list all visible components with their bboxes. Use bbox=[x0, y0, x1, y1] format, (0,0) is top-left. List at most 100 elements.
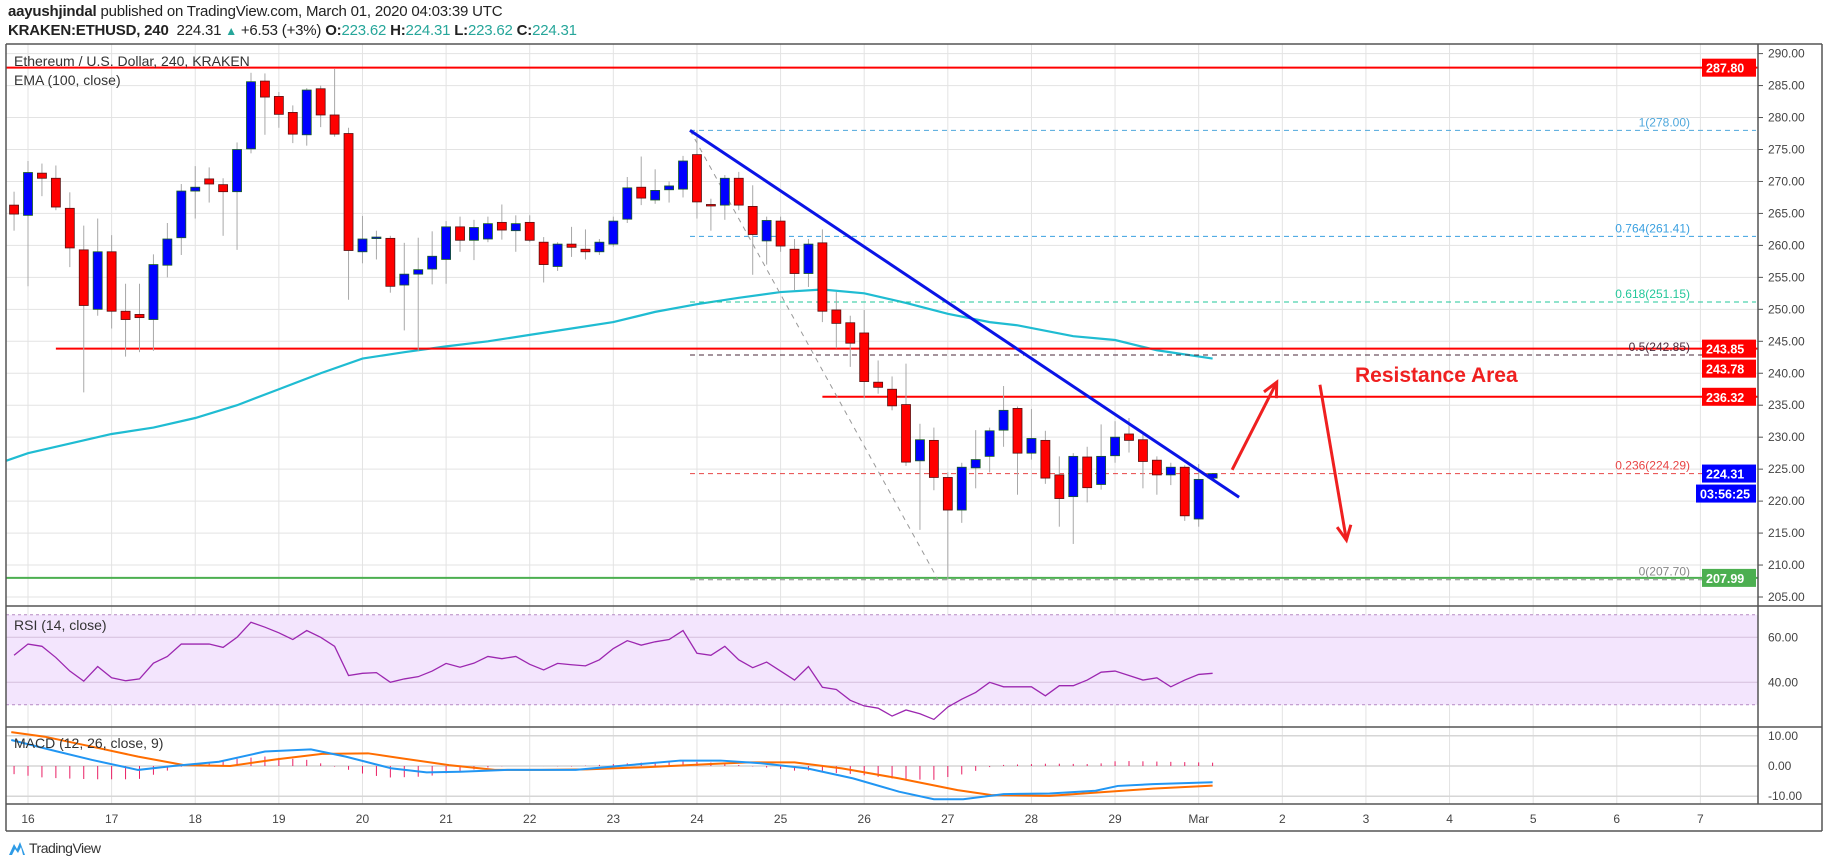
symbol-label: KRAKEN:ETHUSD, 240 bbox=[8, 22, 169, 39]
candle-up bbox=[441, 226, 452, 260]
price-badge bbox=[1702, 58, 1756, 77]
candle-up bbox=[413, 269, 424, 275]
candle-down bbox=[1151, 459, 1162, 476]
candle-up bbox=[483, 223, 493, 240]
date-tick-label: 21 bbox=[439, 812, 453, 826]
price-tick-label: 255.00 bbox=[1768, 270, 1805, 284]
price-badges: 287.80 243.85 236.32 207.99 243.78 224.31 03:5… bbox=[1696, 58, 1756, 587]
fib-level-label: 0.236(224.29) bbox=[1615, 459, 1690, 473]
high-value: 224.31 bbox=[405, 22, 451, 39]
candle-down bbox=[287, 112, 298, 135]
date-tick-label: 3 bbox=[1363, 812, 1370, 826]
price-tick-label: 270.00 bbox=[1768, 174, 1805, 188]
date-tick-label: 29 bbox=[1108, 812, 1122, 826]
price-tick-label: 285.00 bbox=[1768, 79, 1805, 93]
countdown-badge bbox=[1696, 484, 1756, 503]
date-tick-label: 17 bbox=[105, 812, 119, 826]
candle-up bbox=[970, 459, 981, 469]
date-tick-label: 25 bbox=[774, 812, 788, 826]
descending-trendline bbox=[689, 129, 1240, 499]
publish-info: aayushjindal published on TradingView.co… bbox=[8, 3, 503, 20]
author-name[interactable]: aayushjindal bbox=[8, 3, 97, 20]
candle-up bbox=[915, 439, 925, 462]
candle-down bbox=[50, 177, 61, 208]
current-price-badge bbox=[1702, 464, 1756, 483]
resistance-area-label: Resistance Area bbox=[1355, 364, 1518, 387]
arrow-up-icon bbox=[1230, 381, 1279, 471]
candle-down bbox=[901, 404, 911, 463]
tradingview-logo[interactable]: TradingView bbox=[8, 840, 101, 856]
macd-panel[interactable]: 10.00 0.00 -10.00 bbox=[6, 729, 1802, 803]
candle-up bbox=[956, 466, 967, 511]
price-badge bbox=[1702, 568, 1756, 587]
candle-down bbox=[831, 309, 842, 324]
price-tick-label: 290.00 bbox=[1768, 47, 1805, 61]
candle-up bbox=[622, 187, 633, 220]
symbol-info: KRAKEN:ETHUSD, 240 224.31 ▲ +6.53 (+3%) … bbox=[8, 22, 577, 39]
date-tick-label: Mar bbox=[1188, 812, 1209, 826]
date-tick-label: 26 bbox=[858, 812, 872, 826]
price-tick-label: 265.00 bbox=[1768, 206, 1805, 220]
price-axis[interactable]: 290.00 285.00 280.00 275.00 270.00 265.00 260.… bbox=[1758, 47, 1805, 604]
price-badge-label: 287.80 bbox=[1706, 62, 1744, 76]
drawings[interactable] bbox=[689, 129, 1353, 544]
candle-down bbox=[120, 310, 131, 320]
candle-up bbox=[190, 186, 201, 192]
candle-down bbox=[1124, 433, 1134, 441]
candle-down bbox=[873, 381, 884, 388]
rsi-panel[interactable]: 60.00 40.00 bbox=[6, 614, 1798, 721]
candle-down bbox=[733, 177, 744, 206]
candle-down bbox=[705, 204, 716, 207]
price-change: +6.53 (+3%) bbox=[240, 22, 322, 39]
candle-down bbox=[496, 221, 507, 231]
candle-up bbox=[176, 190, 187, 239]
ema-100-line bbox=[5, 288, 1213, 462]
candle-down bbox=[859, 332, 870, 382]
candle-down bbox=[845, 322, 856, 344]
candle-down bbox=[315, 88, 326, 116]
macd-line bbox=[11, 739, 1213, 801]
price-badge bbox=[1702, 387, 1756, 406]
macd-axis-label: 10.00 bbox=[1768, 729, 1798, 743]
price-tick-label: 260.00 bbox=[1768, 238, 1805, 252]
date-tick-label: 22 bbox=[523, 812, 537, 826]
candle-down bbox=[524, 221, 535, 241]
date-tick-label: 4 bbox=[1446, 812, 1453, 826]
candle-up bbox=[984, 430, 995, 457]
candle-down bbox=[78, 249, 89, 306]
current-price-badge-label: 224.31 bbox=[1706, 468, 1744, 482]
date-tick-label: 7 bbox=[1697, 812, 1704, 826]
price-tick-label: 220.00 bbox=[1768, 494, 1805, 508]
tradingview-logo-icon bbox=[9, 842, 25, 855]
candle-down bbox=[218, 184, 229, 193]
candle-down bbox=[789, 248, 800, 274]
candle-up bbox=[371, 236, 382, 239]
candle-down bbox=[747, 205, 758, 235]
macd-legend: MACD (12, 26, close, 9) bbox=[14, 735, 163, 751]
candle-up bbox=[803, 243, 814, 274]
price-tick-label: 245.00 bbox=[1768, 334, 1805, 348]
candle-down bbox=[1012, 408, 1023, 454]
arrow-down-icon bbox=[1318, 384, 1348, 541]
candles bbox=[9, 68, 1218, 580]
rsi-legend: RSI (14, close) bbox=[14, 617, 107, 633]
candle-up bbox=[162, 238, 173, 266]
price-tick-label: 215.00 bbox=[1768, 526, 1805, 540]
candle-down bbox=[928, 439, 939, 478]
fibonacci-retracement[interactable]: 1(278.00) 0.764(261.41) 0.618(251.15) 0.5(2… bbox=[689, 115, 1756, 581]
chart-frame bbox=[5, 43, 1823, 832]
fib-level-label: 0.618(251.15) bbox=[1615, 287, 1690, 301]
candle-down bbox=[942, 477, 953, 511]
candle-down bbox=[1138, 439, 1148, 462]
candle-down bbox=[134, 314, 145, 319]
time-axis[interactable]: 16 17 18 19 20 21 22 23 24 25 26 27 28 29 Mar 2 3 4 5 6 7 bbox=[21, 812, 1704, 826]
price-tick-label: 235.00 bbox=[1768, 398, 1805, 412]
date-tick-label: 5 bbox=[1530, 812, 1537, 826]
candle-down bbox=[1082, 456, 1093, 489]
close-value: 224.31 bbox=[532, 22, 577, 39]
ema-badge-label: 243.78 bbox=[1706, 363, 1744, 377]
candle-down bbox=[343, 133, 354, 251]
open-value: 223.62 bbox=[341, 22, 387, 39]
fib-level-label: 0.764(261.41) bbox=[1615, 221, 1690, 235]
